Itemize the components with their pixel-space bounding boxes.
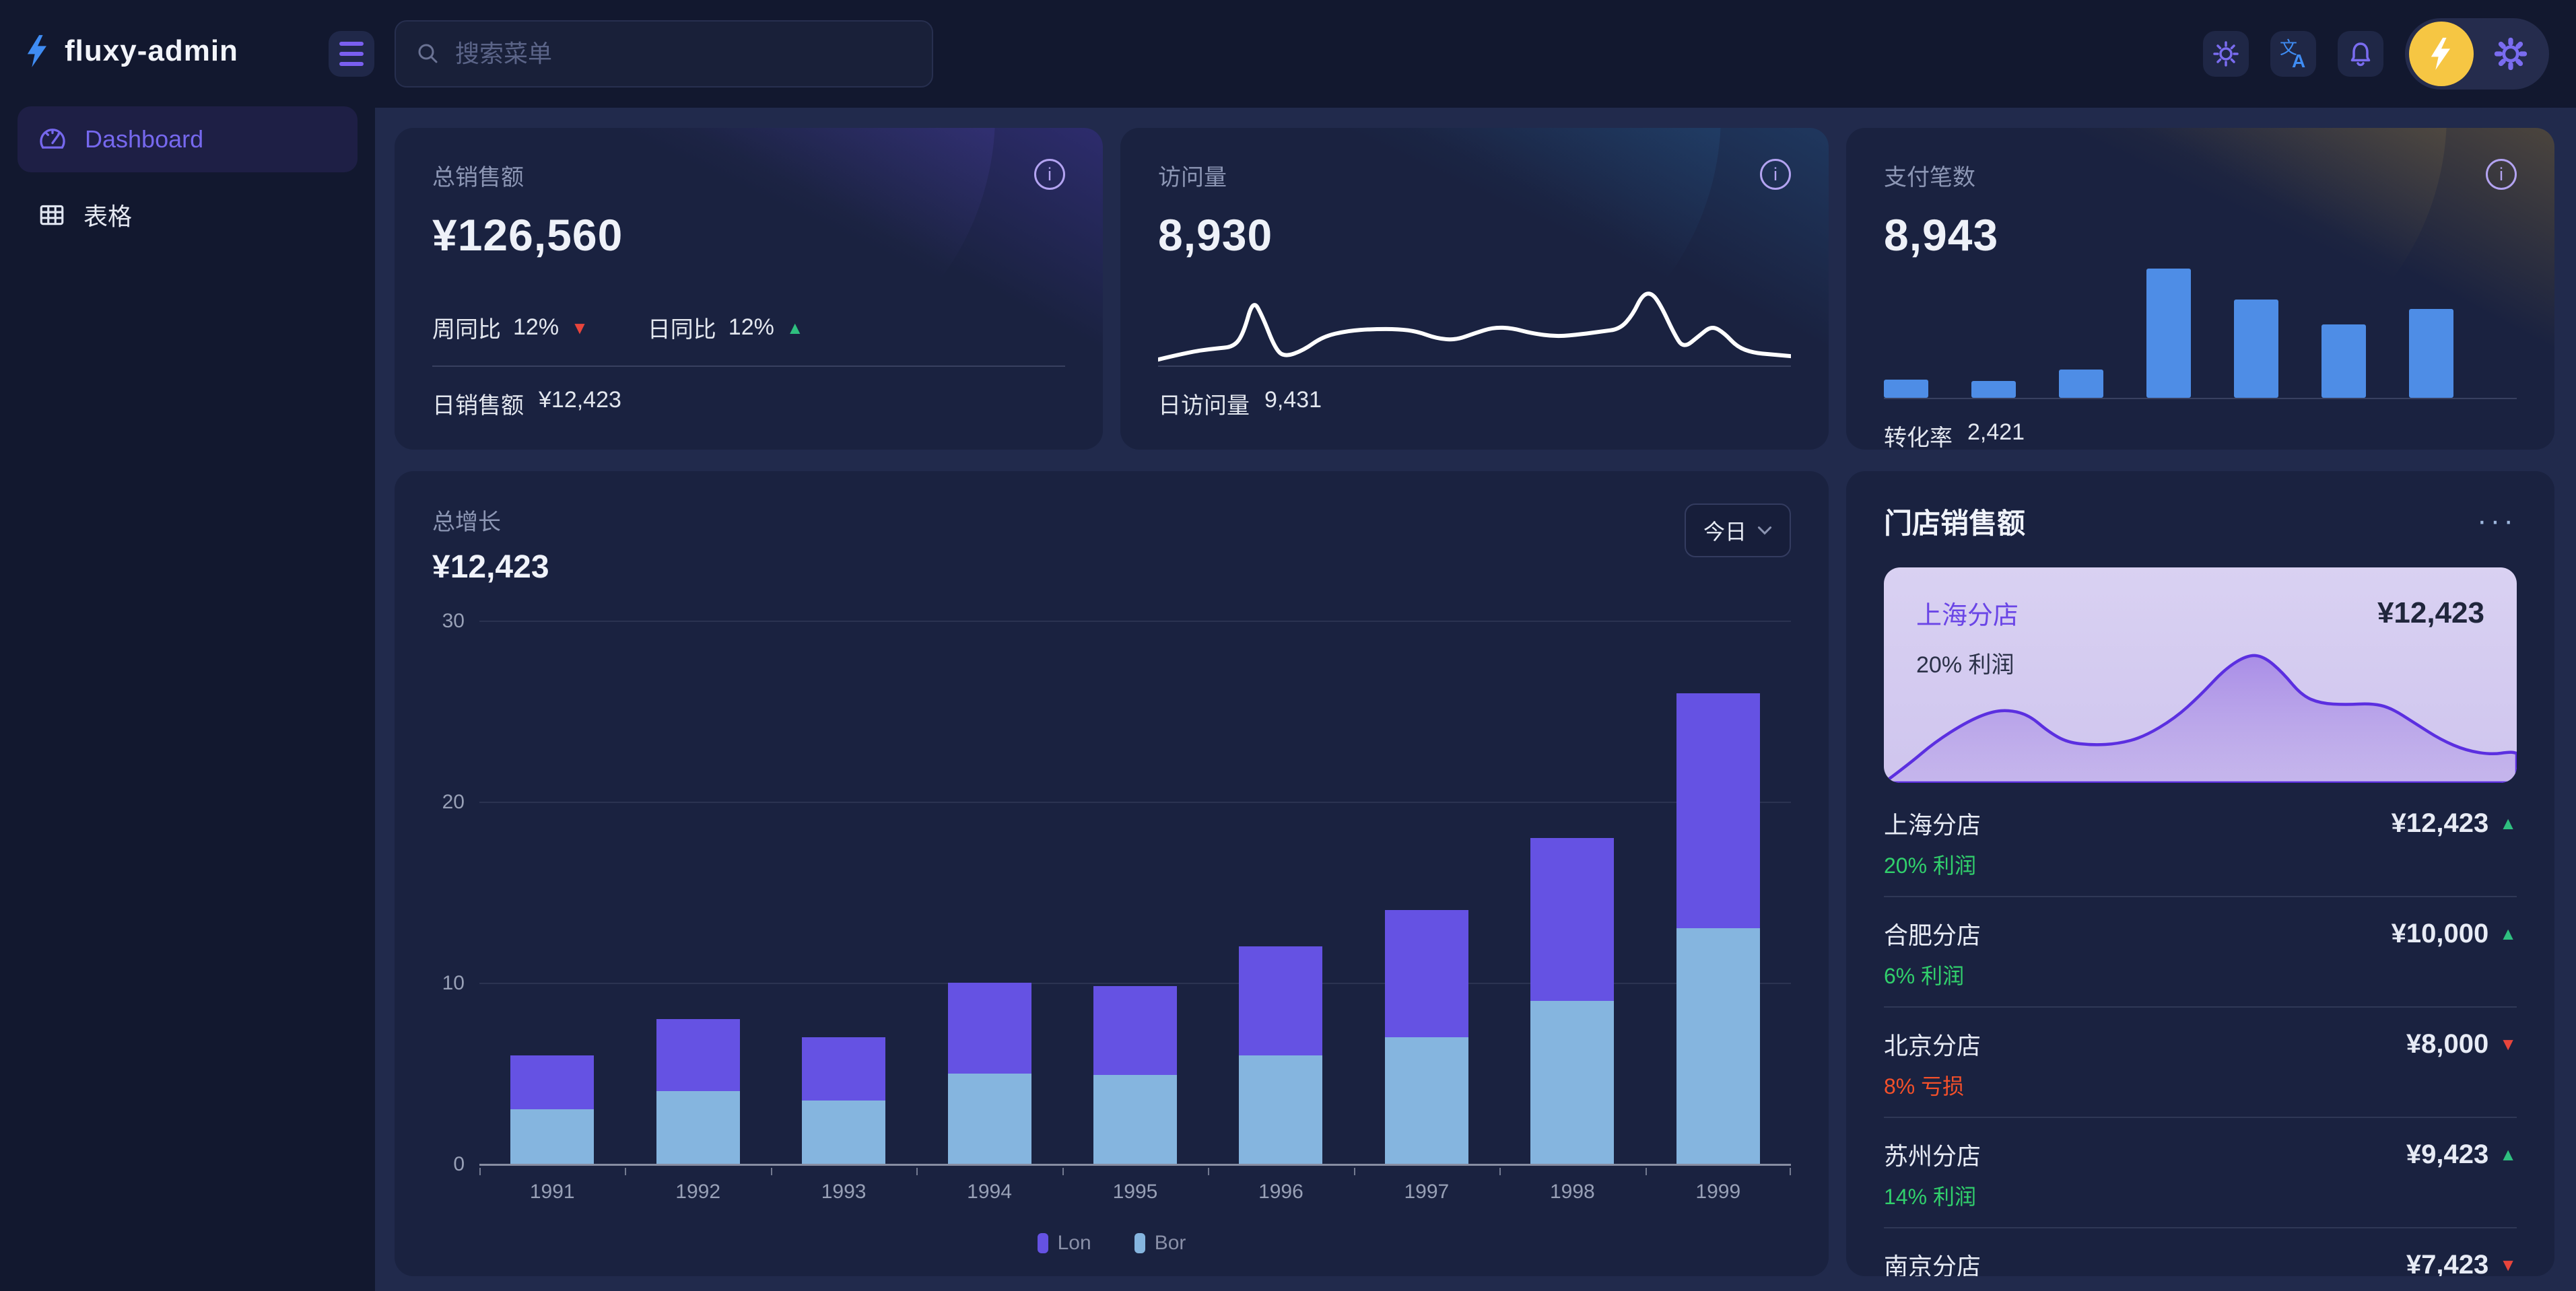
daily-sales-label: 日销售额 <box>432 393 524 419</box>
trend-icon: ▼ <box>2499 1255 2517 1275</box>
settings-gear-icon[interactable] <box>2491 34 2530 73</box>
growth-plot[interactable] <box>479 621 1791 1166</box>
payments-card: 支付笔数 i 8,943 转化率 2,421 <box>1846 128 2554 450</box>
theme-toggle-button[interactable] <box>2203 31 2249 77</box>
translate-icon: 文 A <box>2280 38 2305 71</box>
store-note: 8% 亏损 <box>1884 1074 1965 1098</box>
store-row-beijing[interactable]: 北京分店 ¥8,000 ▼ 8% 亏损 <box>1884 1008 2517 1118</box>
week-trend-icon: ▼ <box>571 317 588 338</box>
bell-icon <box>2350 42 2371 67</box>
trend-icon: ▲ <box>2499 923 2517 944</box>
sidebar-nav: Dashboard 表格 <box>0 106 375 248</box>
growth-legend: Lon Bor <box>432 1232 1791 1255</box>
growth-ticks <box>479 1168 1791 1176</box>
hamburger-icon <box>339 42 364 46</box>
day-trend-icon: ▲ <box>786 317 804 338</box>
visits-line <box>1158 293 1791 359</box>
user-pill[interactable] <box>2405 18 2549 90</box>
svg-text:A: A <box>2292 50 2305 71</box>
card-label: 访问量 <box>1158 165 1227 190</box>
trend-icon: ▲ <box>2499 1144 2517 1164</box>
store-highlight-card[interactable]: 上海分店 ¥12,423 20% 利润 <box>1884 567 2517 783</box>
sidebar-item-dashboard[interactable]: Dashboard <box>18 106 358 172</box>
app-title: fluxy-admin <box>65 34 238 67</box>
info-icon[interactable]: i <box>1760 159 1791 190</box>
store-area-path <box>1884 656 2517 783</box>
store-note: 6% 利润 <box>1884 964 1965 988</box>
growth-title: 总增长 <box>432 510 501 535</box>
visits-value: 8,930 <box>1158 210 1273 260</box>
store-row-shanghai[interactable]: 上海分店 ¥12,423 ▲ 20% 利润 <box>1884 787 2517 897</box>
store-list: 上海分店 ¥12,423 ▲ 20% 利润 合肥分店 ¥10,000 ▲ 6% … <box>1884 787 2517 1276</box>
avatar-bolt-icon <box>2431 38 2450 70</box>
gauge-icon <box>40 129 65 149</box>
sidebar-item-table[interactable]: 表格 <box>18 182 358 248</box>
info-icon[interactable]: i <box>1034 159 1065 190</box>
growth-chart-card: 总增长 ¥12,423 今日 0 10 20 30 1991 1992 1993 1994 1… <box>395 471 1829 1276</box>
ratio-row: 周同比 12% ▼ 日同比 12% ▲ <box>432 311 1065 344</box>
search-box[interactable] <box>395 20 933 88</box>
conversion-value: 2,421 <box>1967 419 2025 445</box>
search-input[interactable] <box>455 40 913 68</box>
logo: fluxy-admin <box>0 0 375 69</box>
sidebar-item-label: Dashboard <box>85 125 204 153</box>
store-note: 14% 利润 <box>1884 1185 1976 1209</box>
trend-icon: ▲ <box>2499 813 2517 833</box>
svg-text:文: 文 <box>2280 38 2297 58</box>
daily-visits-label: 日访问量 <box>1158 393 1250 419</box>
total-sales-value: ¥126,560 <box>432 210 623 260</box>
chevron-down-icon <box>1757 526 1772 535</box>
week-ratio-label: 周同比 <box>432 317 501 343</box>
store-note: 20% 利润 <box>1884 853 1976 878</box>
logo-bolt-icon <box>27 35 46 67</box>
store-sales-title: 门店销售额 <box>1884 508 2026 539</box>
highlight-store-note: 20% 利润 <box>1916 652 2014 678</box>
store-row-suzhou[interactable]: 苏州分店 ¥9,423 ▲ 14% 利润 <box>1884 1118 2517 1228</box>
highlight-store-name[interactable]: 上海分店 <box>1916 602 2019 630</box>
card-label: 支付笔数 <box>1884 165 1975 190</box>
more-options-icon[interactable]: ··· <box>2477 504 2517 538</box>
store-sales-card: 门店销售额 ··· 上海分店 ¥12,423 20% 利润 <box>1846 471 2554 1276</box>
main-content: 总销售额 i ¥126,560 周同比 12% ▼ 日同比 12% ▲ <box>375 108 2576 1291</box>
visits-sparkline <box>1158 281 1791 365</box>
daily-visits-value: 9,431 <box>1264 387 1322 413</box>
topbar-actions: 文 A <box>2203 18 2549 90</box>
payments-bars <box>1884 269 2517 398</box>
payments-value: 8,943 <box>1884 210 1999 260</box>
avatar[interactable] <box>2409 22 2474 86</box>
growth-ylabels: 0 10 20 30 <box>442 610 465 1175</box>
store-row-hefei[interactable]: 合肥分店 ¥10,000 ▲ 6% 利润 <box>1884 897 2517 1008</box>
day-ratio-label: 日同比 <box>647 317 716 343</box>
daily-sales-value: ¥12,423 <box>539 387 621 413</box>
sun-icon <box>2213 41 2239 67</box>
day-ratio-value: 12% <box>728 314 774 340</box>
growth-chart-body: 0 10 20 30 1991 1992 1993 1994 1995 1996 1997 1998… <box>432 610 1791 1273</box>
language-button[interactable]: 文 A <box>2270 31 2316 77</box>
info-icon[interactable]: i <box>2486 159 2517 190</box>
search-icon <box>418 44 438 63</box>
lower-row: 总增长 ¥12,423 今日 0 10 20 30 1991 1992 1993 1994 1… <box>395 471 2554 1276</box>
date-range-select[interactable]: 今日 <box>1684 503 1791 557</box>
date-range-value: 今日 <box>1703 520 1747 544</box>
highlight-store-value: ¥12,423 <box>2377 596 2484 629</box>
growth-value: ¥12,423 <box>432 549 549 585</box>
week-ratio-value: 12% <box>513 314 560 340</box>
store-row-nanjing[interactable]: 南京分店 ¥7,423 ▼ 6% 亏损 <box>1884 1249 2517 1277</box>
total-sales-card: 总销售额 i ¥126,560 周同比 12% ▼ 日同比 12% ▲ <box>395 128 1103 450</box>
visits-card: 访问量 i 8,930 日访问量 9,431 <box>1120 128 1829 450</box>
menu-toggle-button[interactable] <box>329 31 374 77</box>
topbar: 文 A <box>0 0 2576 108</box>
trend-icon: ▼ <box>2499 1034 2517 1054</box>
sidebar-item-label: 表格 <box>83 203 133 230</box>
sidebar: fluxy-admin Dashboard 表格 <box>0 0 375 1291</box>
store-area-chart <box>1884 648 2517 783</box>
stats-row: 总销售额 i ¥126,560 周同比 12% ▼ 日同比 12% ▲ <box>395 128 2554 450</box>
conversion-label: 转化率 <box>1884 425 1953 450</box>
card-label: 总销售额 <box>432 165 524 190</box>
table-icon <box>40 205 64 225</box>
notifications-button[interactable] <box>2338 31 2383 77</box>
growth-xlabels: 1991 1992 1993 1994 1995 1996 1997 1998 1999 <box>529 1181 1741 1203</box>
